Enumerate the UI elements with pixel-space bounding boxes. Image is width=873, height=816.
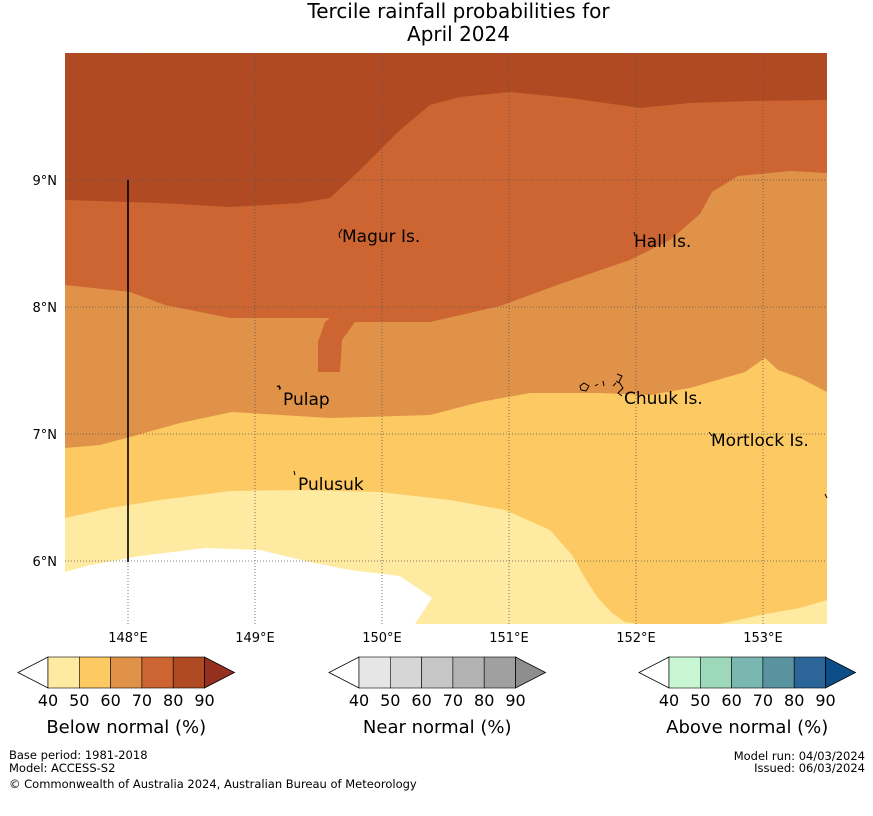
legend-tick-label: 60 [721,691,741,710]
legend-tick-label: 90 [815,691,835,710]
legend-min-arrow [17,656,49,689]
legend-tick-label: 90 [505,691,525,710]
legend-swatch [79,656,111,689]
legend-tick-label: 70 [443,691,463,710]
lon-label: 149°E [235,631,275,646]
legend-near-normal: 40 50 60 70 80 90 Near normal (%) [328,656,547,738]
zone-neutral [65,548,432,624]
mortlock-island-outline [708,431,713,437]
legend-max-arrow [825,656,857,689]
legend-swatch [358,656,391,689]
legend-tick-label: 70 [132,691,152,710]
longitude-labels: 148°E 149°E 150°E 151°E 152°E 153°E [108,631,783,646]
lon-label: 153°E [743,631,783,646]
place-labels: Magur Is. Hall Is. Pulap Chuuk Is. Mortlock … [283,227,809,495]
legend-tick-label: 50 [690,691,710,710]
satawan-island-outline [824,493,828,499]
legend-swatch [172,656,205,689]
pulusuk-island-outline [293,470,296,476]
legend-tick-label: 40 [659,691,679,710]
legend-above-normal: 40 50 60 70 80 90 Above normal (%) [638,656,857,738]
place-label: Pulap [283,390,330,410]
legend-below-normal: 40 50 60 70 80 90 Below normal (%) [17,656,236,738]
legend-swatch [452,656,485,689]
legend-swatch [141,656,174,689]
place-label: Pulusuk [298,475,364,495]
legend-swatch [762,656,795,689]
legend-max-arrow [515,656,547,689]
map-title-line-2: April 2024 [407,22,510,46]
copyright-text: © Commonwealth of Australia 2024, Austra… [9,777,417,791]
legend-swatch [421,656,454,689]
hall-island-outline [633,231,636,237]
legend-tick-label: 90 [194,691,214,710]
legend-tick-label: 70 [753,691,773,710]
lon-label: 148°E [108,631,148,646]
lon-label: 151°E [489,631,529,646]
base-period-text: Base period: 1981-2018 [9,748,148,762]
legend-tick-label: 40 [38,691,58,710]
legend-title: Below normal (%) [46,717,206,738]
legend-tick-label: 80 [474,691,494,710]
place-label: Hall Is. [634,232,691,252]
place-label: Chuuk Is. [624,389,703,409]
lon-label: 152°E [616,631,656,646]
lon-label: 150°E [362,631,402,646]
legend-swatch [483,656,516,689]
legend-tick-label: 50 [380,691,400,710]
legend-swatch [731,656,764,689]
pulap-island-outline [276,384,282,391]
issued-text: Issued: 06/03/2024 [754,761,865,775]
probability-zones [65,53,827,624]
lat-label: 9°N [33,174,58,189]
legend-title: Near normal (%) [363,717,512,738]
legend-tick-label: 80 [163,691,183,710]
model-run-text: Model run: 04/03/2024 [733,749,865,763]
latitude-labels: 9°N 8°N 7°N 6°N [33,174,58,570]
legend-swatch [793,656,826,689]
lat-label: 6°N [33,555,58,570]
lat-label: 7°N [33,428,58,443]
legend-tick-label: 50 [69,691,89,710]
legend-min-arrow [638,656,670,689]
legend-title: Above normal (%) [666,717,828,738]
legend-swatch [47,656,80,689]
legend-tick-label: 60 [411,691,431,710]
island-outlines [276,228,828,499]
model-text: Model: ACCESS-S2 [9,761,116,775]
place-label: Mortlock Is. [711,431,809,451]
magur-island-outline [338,228,343,239]
chuuk-lagoon-outline [579,373,624,397]
legend-swatch [389,656,422,689]
legend-max-arrow [204,656,236,689]
legend-tick-label: 80 [784,691,804,710]
legend-swatch [699,656,732,689]
map-title-line-1: Tercile rainfall probabilities for [307,0,610,23]
legend-swatch [110,656,143,689]
legend-tick-label: 40 [349,691,369,710]
legend-min-arrow [328,656,360,689]
place-label: Magur Is. [342,227,420,247]
legend-swatch [668,656,701,689]
lat-label: 8°N [33,301,58,316]
legend-tick-label: 60 [100,691,120,710]
